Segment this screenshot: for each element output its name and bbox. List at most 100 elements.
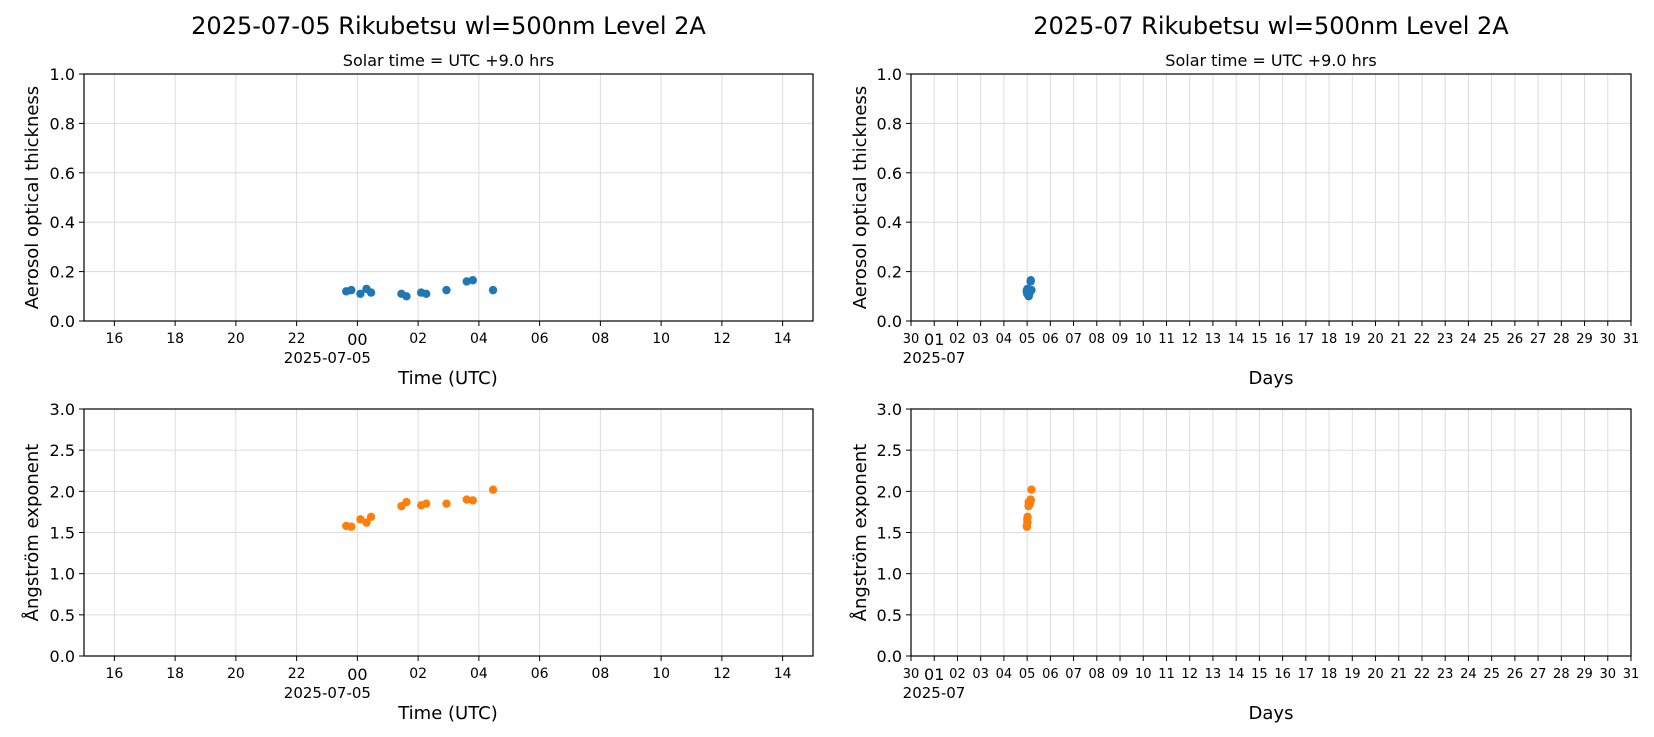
daily-aod-plot-frame [83, 73, 814, 322]
monthly-aod-xtick-label: 09 [1112, 332, 1129, 347]
monthly-aod-subtitle: Solar time = UTC +9.0 hrs [1165, 51, 1376, 70]
daily-angstrom-data-point [366, 512, 376, 522]
daily-angstrom-xtick-label: 12 [713, 666, 731, 682]
monthly-angstrom-xtick-label: 26 [1507, 667, 1524, 682]
daily-angstrom-xtick-label: 00 [347, 665, 367, 684]
daily-aod-xtick-label: 14 [774, 331, 792, 347]
monthly-angstrom-ytick-label: 3.0 [877, 400, 902, 419]
daily-angstrom-xtick-label: 02 [409, 666, 427, 682]
daily-aod-ytick-label: 0.2 [50, 263, 75, 282]
monthly-aod-xtick-label: 03 [972, 332, 989, 347]
daily-angstrom-xtick-label: 16 [105, 666, 123, 682]
daily-angstrom-data-point [468, 496, 477, 505]
monthly-aod-data-point [1026, 276, 1036, 285]
monthly-aod-xtick-label: 16 [1274, 332, 1291, 347]
monthly-angstrom-ytick-label: 0.5 [877, 606, 902, 625]
monthly-aod-xtick-label: 25 [1483, 332, 1500, 347]
monthly-aod-xlabel: Days [1249, 368, 1294, 389]
monthly-aod-xtick-label: 31 [1623, 332, 1640, 347]
daily-aod-data-point [402, 292, 411, 301]
daily-angstrom-data-point [347, 522, 356, 531]
daily-aod-ytick-label: 0.4 [50, 213, 75, 232]
monthly-angstrom-xtick-label: 28 [1553, 667, 1570, 682]
monthly-aod-xtick-label: 15 [1251, 332, 1268, 347]
monthly-aod-xtick-label: 06 [1042, 332, 1059, 347]
daily-aod-xtick-label: 20 [227, 331, 245, 347]
monthly-angstrom-xtick-label: 08 [1089, 667, 1106, 682]
daily-aod-data-point [468, 276, 477, 285]
monthly-angstrom-xtick-label: 13 [1205, 667, 1222, 682]
monthly-angstrom-ytick-label: 0.0 [877, 647, 902, 666]
daily-angstrom-ytick-label: 1.5 [50, 524, 75, 543]
monthly-aod-xtick-label: 26 [1507, 332, 1524, 347]
monthly-angstrom-xtick-label: 14 [1228, 667, 1245, 682]
monthly-aod-xtick-label: 18 [1321, 332, 1338, 347]
daily-aod-xtick-label: 12 [713, 331, 731, 347]
monthly-aod-ylabel: Aerosol optical thickness [850, 86, 871, 309]
daily-angstrom-xtick-label: 20 [227, 666, 245, 682]
monthly-aod-xtick-label: 13 [1205, 332, 1222, 347]
monthly-angstrom-xtick-label: 25 [1483, 667, 1500, 682]
monthly-angstrom-chart: 30 01 02 03 04 05 06 07 08 09 10 11 12 13 14 15 16 17 18 19… [849, 400, 1639, 724]
monthly-aod-xtick-label: 11 [1158, 332, 1175, 347]
monthly-aod-xtick-label: 17 [1298, 332, 1315, 347]
daily-aod-xtick-label: 00 [347, 330, 367, 349]
monthly-aod-xtick-label: 20 [1367, 332, 1384, 347]
monthly-angstrom-xtick-label: 15 [1251, 667, 1268, 682]
monthly-angstrom-xtick-label: 07 [1065, 667, 1082, 682]
daily-aod-title: 2025-07-05 Rikubetsu wl=500nm Level 2A [191, 12, 706, 40]
daily-angstrom-xtick-label: 14 [774, 666, 792, 682]
daily-aod-chart: 2025-07-05 Rikubetsu wl=500nm Level 2A So… [22, 12, 814, 389]
daily-angstrom-ytick-label: 1.0 [50, 565, 75, 584]
monthly-angstrom-xtick-label: 20 [1367, 667, 1384, 682]
monthly-aod-xtick-label: 22 [1414, 332, 1431, 347]
monthly-aod-ytick-label: 0.4 [877, 213, 902, 232]
monthly-angstrom-xtick-label: 05 [1019, 667, 1036, 682]
daily-angstrom-data-point [422, 499, 431, 508]
monthly-angstrom-xtick-sublabel: 2025-07 [903, 684, 966, 702]
monthly-angstrom-xtick-label: 23 [1437, 667, 1454, 682]
daily-angstrom-data-point [402, 497, 411, 507]
monthly-aod-xtick-label: 01 [924, 330, 944, 349]
daily-angstrom-ylabel: Ångström exponent [21, 444, 43, 622]
monthly-aod-xtick-label: 07 [1065, 332, 1082, 347]
daily-aod-data-point [488, 285, 498, 295]
daily-angstrom-xtick-label: 18 [166, 666, 184, 682]
daily-aod-xtick-label: 16 [105, 331, 123, 347]
daily-angstrom-chart: 16 18 20 22 00 02 04 06 08 10 12 14 2025-07-05 0.0 0.5… [21, 400, 814, 724]
monthly-aod-xtick-label: 24 [1460, 332, 1477, 347]
daily-angstrom-ytick-label: 3.0 [50, 400, 75, 419]
daily-aod-xtick-label: 18 [166, 331, 184, 347]
daily-angstrom-xtick-label: 10 [652, 666, 670, 682]
monthly-aod-ytick-label: 0.8 [877, 114, 902, 133]
monthly-angstrom-ytick-label: 2.0 [877, 482, 902, 501]
monthly-aod-xtick-label: 23 [1437, 332, 1454, 347]
monthly-angstrom-xtick-label: 18 [1321, 667, 1338, 682]
daily-aod-ylabel: Aerosol optical thickness [22, 86, 43, 309]
monthly-aod-xtick-label: 05 [1019, 332, 1036, 347]
monthly-angstrom-xtick-label: 21 [1390, 667, 1407, 682]
monthly-angstrom-xtick-label: 24 [1460, 667, 1477, 682]
monthly-angstrom-xtick-label: 03 [972, 667, 989, 682]
daily-aod-xtick-sublabel: 2025-07-05 [284, 349, 371, 367]
daily-angstrom-data-point [442, 499, 451, 508]
monthly-angstrom-plot-frame [910, 408, 1632, 657]
daily-angstrom-plot-frame [83, 408, 814, 657]
daily-aod-ytick-label: 0.6 [50, 164, 75, 183]
daily-angstrom-xtick-label: 22 [288, 666, 306, 682]
monthly-aod-xtick-label: 30 [1600, 332, 1617, 347]
monthly-aod-ytick-label: 0.6 [877, 164, 902, 183]
monthly-angstrom-xtick-label: 30 [903, 667, 920, 682]
monthly-angstrom-xtick-label: 10 [1135, 667, 1152, 682]
monthly-aod-title: 2025-07 Rikubetsu wl=500nm Level 2A [1033, 12, 1509, 40]
monthly-aod-xtick-label: 27 [1530, 332, 1547, 347]
daily-aod-data-point [347, 285, 356, 295]
monthly-angstrom-xtick-label: 06 [1042, 667, 1059, 682]
monthly-aod-ytick-label: 0.2 [877, 263, 902, 282]
daily-angstrom-xlabel: Time (UTC) [397, 703, 498, 724]
daily-aod-ytick-label: 1.0 [50, 65, 75, 84]
monthly-angstrom-xtick-label: 22 [1414, 667, 1431, 682]
monthly-aod-xtick-label: 29 [1576, 332, 1593, 347]
monthly-angstrom-xlabel: Days [1249, 703, 1294, 724]
monthly-aod-xtick-label: 04 [996, 332, 1013, 347]
